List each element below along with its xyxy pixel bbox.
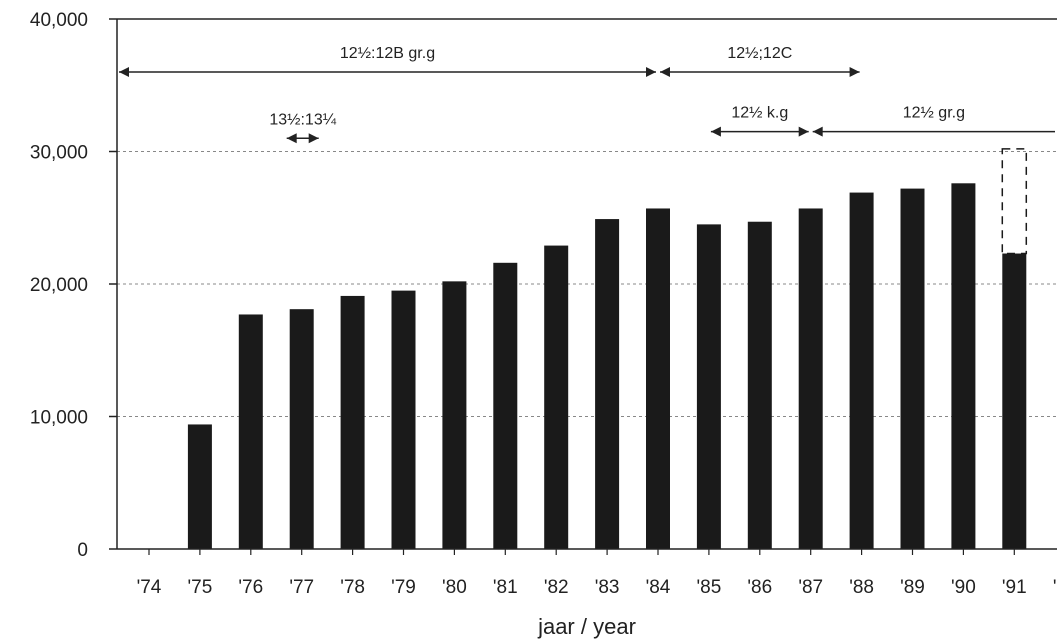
x-tick-label: '91 xyxy=(1002,577,1027,598)
arrow-head xyxy=(710,126,721,137)
annotation-label: 12½ k.g xyxy=(731,105,788,122)
x-tick-label: '88 xyxy=(849,577,874,598)
bar xyxy=(340,295,365,549)
bar xyxy=(849,192,874,549)
annotation-label: 12½;12C xyxy=(727,45,792,62)
x-tick-label: '79 xyxy=(391,577,416,598)
bars xyxy=(187,148,1028,550)
x-tick-label: '80 xyxy=(442,577,467,598)
annotation-label: 12½:12B gr.g xyxy=(340,45,435,62)
axes: 0 10,000 20,000 30,000 40,000 '74 '75 '76 '77 '78… xyxy=(30,10,1057,598)
bar xyxy=(900,188,925,549)
bar xyxy=(493,262,518,549)
annotation-label: 12½ gr.g xyxy=(903,105,965,122)
bar xyxy=(238,314,263,549)
arrow-head xyxy=(798,126,809,137)
y-tick-label: 10,000 xyxy=(30,408,88,429)
gridlines xyxy=(117,151,1057,417)
x-tick-label: '76 xyxy=(238,577,263,598)
projected-bar xyxy=(1001,148,1028,255)
x-tick-label: '86 xyxy=(747,577,772,598)
x-axis-label: jaar / year xyxy=(537,614,636,639)
bar xyxy=(595,219,620,549)
x-tick-label: '75 xyxy=(188,577,213,598)
bar xyxy=(544,245,569,549)
bar xyxy=(747,221,772,549)
arrow-head xyxy=(646,67,656,77)
x-tick-label: '83 xyxy=(595,577,620,598)
bar xyxy=(289,309,314,549)
x-tick-label: '74 xyxy=(137,577,162,598)
arrow-head xyxy=(660,67,670,77)
arrow-head xyxy=(286,133,297,144)
x-tick-label: '84 xyxy=(646,577,671,598)
annotation-arrow: 12½ k.g xyxy=(710,105,809,137)
bar xyxy=(442,281,467,549)
x-tick-label: '77 xyxy=(289,577,314,598)
x-tick-label: '87 xyxy=(798,577,823,598)
bar xyxy=(391,290,416,549)
bar xyxy=(646,208,670,549)
x-tick-label: '89 xyxy=(900,577,925,598)
x-tick-label: '78 xyxy=(340,577,365,598)
arrow-head xyxy=(812,126,823,137)
x-tick-label: '92 xyxy=(1053,577,1057,598)
x-tick-label: '81 xyxy=(493,577,518,598)
arrow-head xyxy=(849,67,860,77)
y-tick-label: 0 xyxy=(77,540,88,561)
x-tick-label: '82 xyxy=(544,577,569,598)
bar xyxy=(951,183,976,550)
y-tick-label: 20,000 xyxy=(30,275,88,296)
annotations: 12½:12B gr.g 12½;12C 13½:13¼ 12½ k.g 12½ gr.… xyxy=(119,45,1055,144)
annotation-arrow: 12½;12C xyxy=(660,45,860,77)
bar xyxy=(1002,253,1027,549)
bar xyxy=(798,208,823,549)
x-tick-label: '90 xyxy=(951,577,976,598)
annotation-arrow: 12½:12B gr.g xyxy=(119,45,656,77)
y-tick-label: 40,000 xyxy=(30,10,88,31)
bar xyxy=(187,424,212,549)
arrow-head xyxy=(119,67,129,77)
bar xyxy=(696,224,721,549)
x-tick-label: '85 xyxy=(697,577,722,598)
arrow-head xyxy=(308,133,319,144)
annotation-arrow: 13½:13¼ xyxy=(269,111,337,144)
annotation-label: 13½:13¼ xyxy=(269,111,336,128)
y-tick-label: 30,000 xyxy=(30,143,88,164)
annotation-arrow: 12½ gr.g xyxy=(812,105,1055,137)
